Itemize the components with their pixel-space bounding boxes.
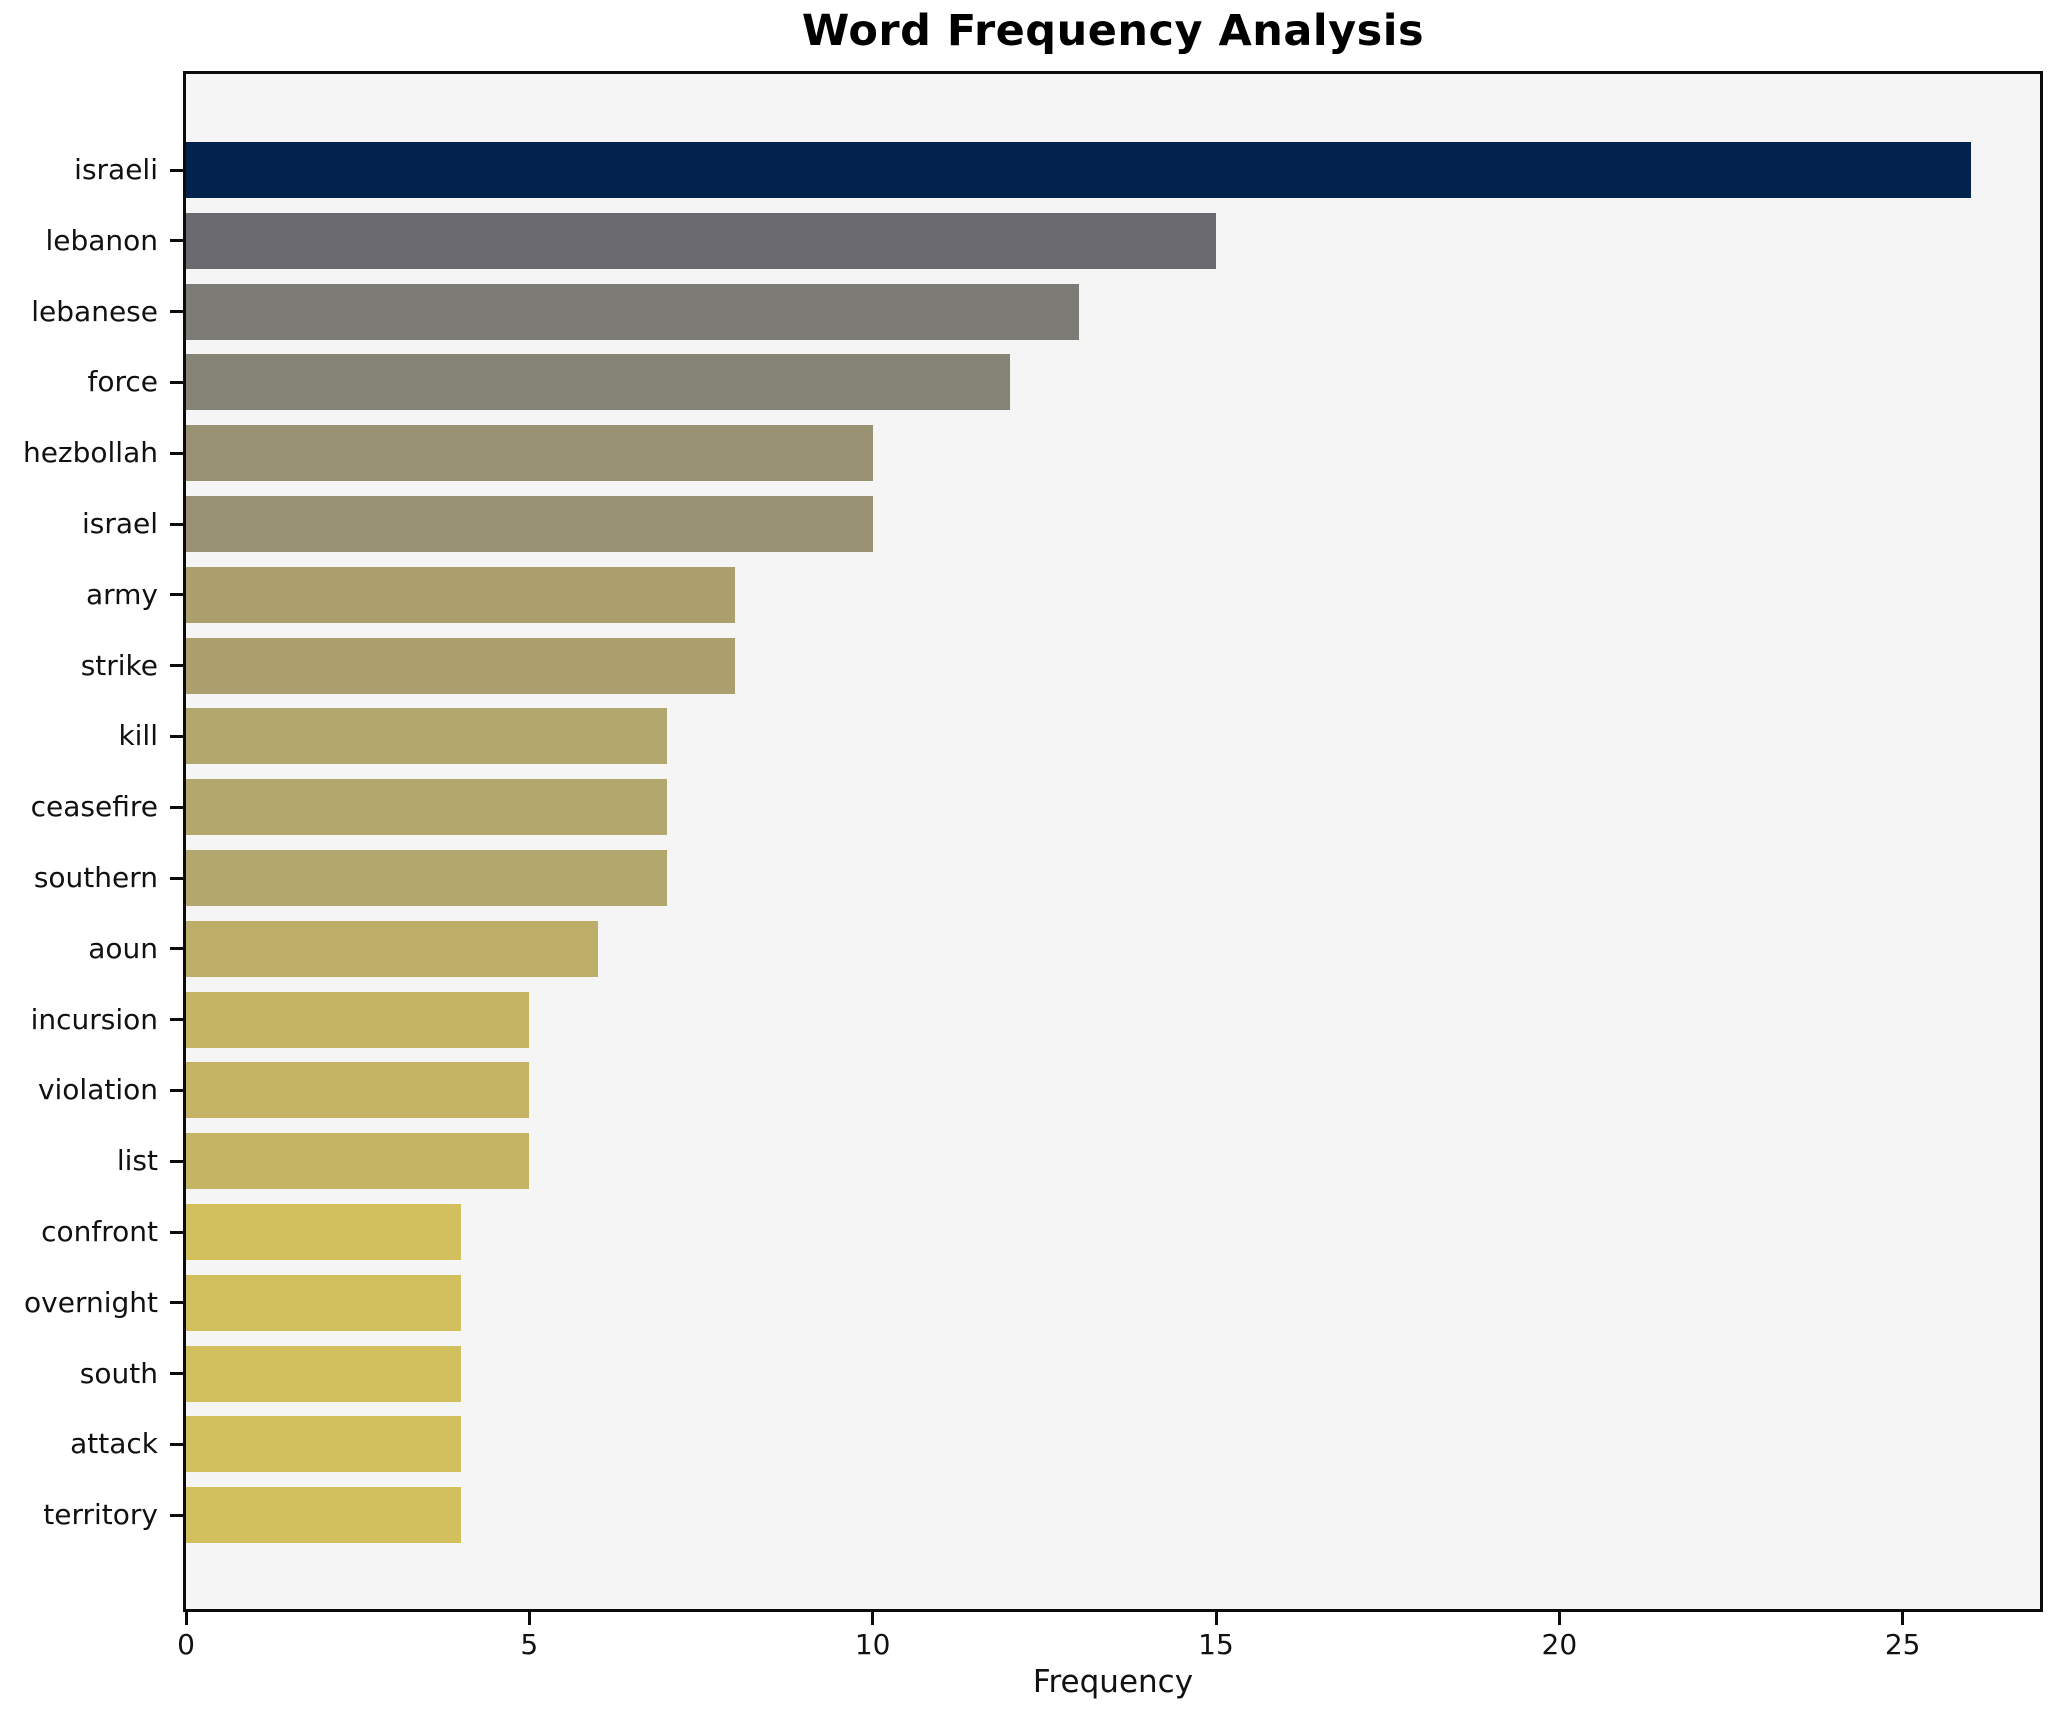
bar-lebanese [186,283,1079,340]
x-tick-label-15: 15 [1198,1628,1234,1661]
y-tick-israel [170,522,183,526]
bar-violation [186,1062,530,1119]
y-tick-label-south: south [79,1356,158,1390]
y-tick-label-lebanese: lebanese [31,294,158,328]
y-tick-list [170,1159,183,1163]
bar-list [186,1133,530,1190]
y-tick-kill [170,734,183,738]
x-tick-label-5: 5 [520,1628,539,1661]
y-tick-israeli [170,168,183,172]
y-tick-lebanon [170,239,183,243]
bar-force [186,354,1010,411]
y-tick-force [170,380,183,384]
bar-south [186,1345,461,1402]
y-tick-incursion [170,1018,183,1022]
bar-southern [186,850,667,906]
y-tick-label-aoun: aoun [88,931,158,965]
bar-confront [186,1204,461,1260]
y-tick-label-lebanon: lebanon [45,223,158,257]
x-tick-10 [871,1612,875,1625]
x-tick-20 [1557,1612,1561,1625]
x-tick-0 [184,1612,188,1625]
x-tick-label-10: 10 [854,1628,891,1661]
y-tick-violation [170,1088,183,1092]
bar-kill [186,708,667,765]
y-tick-label-israel: israel [81,507,158,540]
bar-ceasefire [186,779,667,836]
bar-attack [186,1416,461,1473]
x-tick-15 [1214,1612,1218,1625]
y-tick-label-incursion: incursion [30,1002,158,1036]
chart-title: Word Frequency Analysis [801,6,1425,56]
bar-lebanon [186,212,1216,269]
y-tick-label-israeli: israeli [74,153,158,186]
y-tick-label-violation: violation [37,1073,158,1107]
x-tick-5 [527,1612,531,1625]
x-tick-label-0: 0 [177,1628,195,1661]
bar-israel [186,496,873,552]
bar-aoun [186,920,598,977]
bar-israeli [186,142,1972,198]
y-tick-ceasefire [170,805,183,809]
y-tick-label-strike: strike [80,648,158,682]
y-tick-label-list: list [116,1144,158,1178]
y-tick-attack [170,1442,183,1446]
x-tick-label-20: 20 [1541,1628,1578,1661]
bar-strike [186,637,736,694]
plot-area [183,71,2043,1612]
x-tick-label-25: 25 [1884,1628,1921,1661]
bar-hezbollah [186,425,873,482]
y-tick-label-overnight: overnight [24,1285,158,1319]
y-tick-label-attack: attack [70,1427,158,1461]
y-tick-lebanese [170,310,183,314]
y-tick-overnight [170,1301,183,1305]
bar-territory [186,1487,461,1544]
y-tick-label-force: force [87,365,158,399]
bar-incursion [186,991,530,1048]
bar-overnight [186,1274,461,1331]
y-tick-label-southern: southern [33,861,158,894]
y-tick-label-ceasefire: ceasefire [30,790,158,824]
y-tick-south [170,1372,183,1376]
y-tick-army [170,593,183,597]
y-tick-confront [170,1230,183,1234]
y-tick-label-territory: territory [43,1498,158,1532]
y-tick-territory [170,1513,183,1517]
y-tick-label-army: army [85,577,158,611]
x-tick-25 [1901,1612,1905,1625]
x-axis-label: Frequency [1032,1664,1194,1700]
y-tick-aoun [170,947,183,951]
y-tick-southern [170,876,183,880]
y-tick-label-confront: confront [41,1215,158,1248]
y-tick-hezbollah [170,451,183,455]
y-tick-label-hezbollah: hezbollah [22,436,158,470]
bar-army [186,566,736,623]
y-tick-label-kill: kill [118,719,158,753]
y-tick-strike [170,664,183,668]
